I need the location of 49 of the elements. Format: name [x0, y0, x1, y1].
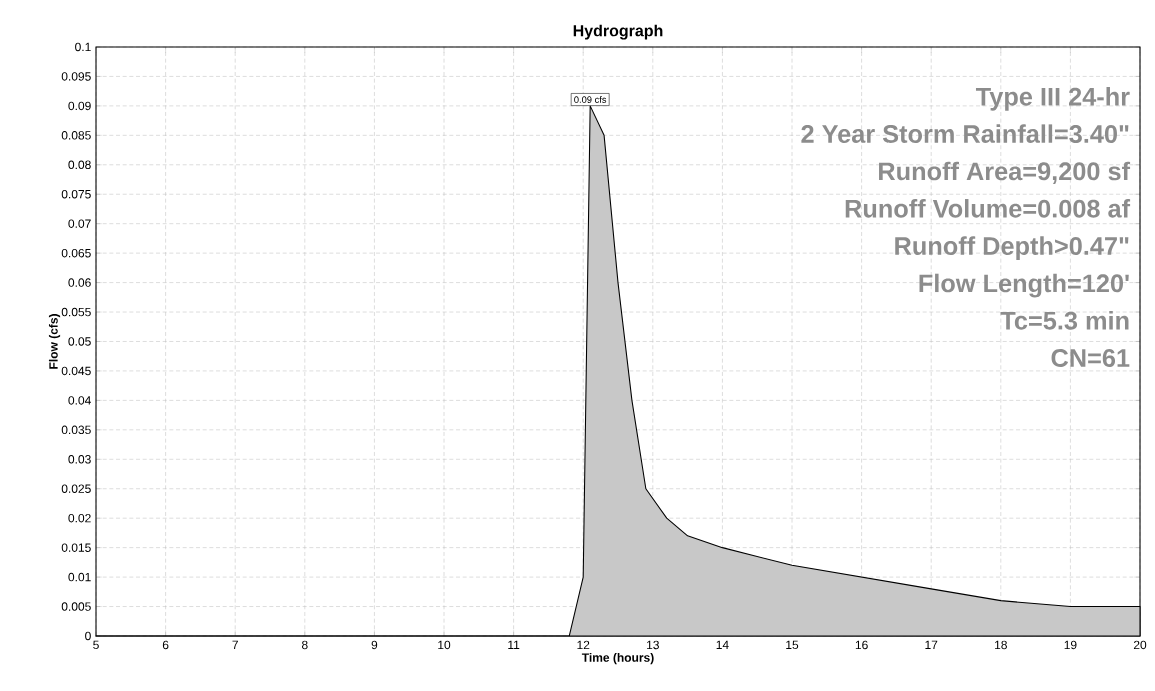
y-tick-label: 0.005: [61, 602, 91, 611]
x-tick-label: 13: [647, 640, 659, 650]
x-tick-label: 17: [925, 640, 938, 649]
annotation: Type III 24-hr: [975, 87, 1130, 111]
y-tick-label: 0.05: [68, 337, 91, 346]
x-tick-label: 19: [1064, 640, 1077, 650]
y-tick-label: 0.075: [61, 189, 91, 199]
annotation: 2 Year Storm Rainfall=3.40": [801, 124, 1129, 144]
y-tick-label: 0.09: [68, 101, 91, 111]
y-tick-label: 0.01: [68, 572, 91, 582]
y-tick-label: 0.035: [61, 425, 91, 435]
x-tick-label: 10: [438, 640, 451, 650]
y-tick-label: 0: [85, 631, 91, 641]
x-tick-label: 11: [508, 640, 520, 649]
y-tick-label: 0.015: [61, 543, 91, 552]
y-tick-label: 0.08: [68, 160, 91, 170]
y-axis-title: Flow (cfs): [48, 314, 61, 369]
y-tick-label: 0.085: [61, 131, 91, 140]
y-tick-label: 0.055: [61, 307, 91, 317]
chart-title: Hydrograph: [573, 24, 663, 40]
x-tick-label: 20: [1133, 640, 1147, 650]
x-axis-title: Time (hours): [581, 653, 654, 665]
annotation: Tc=5.3 min: [1000, 311, 1129, 330]
annotation: CN=61: [1051, 349, 1130, 367]
y-tick-label: 0.03: [68, 455, 91, 464]
annotation: Runoff Volume=0.008 af: [845, 199, 1131, 218]
y-tick-label: 0.04: [68, 396, 91, 405]
x-tick-label: 16: [855, 640, 868, 650]
x-tick-label: 8: [302, 640, 308, 650]
y-tick-label: 0.1: [75, 42, 91, 52]
x-tick-label: 18: [995, 640, 1007, 650]
annotation: Flow Length=120': [919, 273, 1129, 298]
x-tick-label: 6: [162, 640, 169, 650]
y-tick-label: 0.045: [61, 366, 91, 376]
x-tick-label: 15: [786, 640, 799, 650]
y-tick-label: 0.065: [61, 248, 91, 258]
y-tick-label: 0.025: [61, 484, 91, 493]
x-tick-label: 14: [716, 640, 729, 649]
y-tick-label: 0.095: [61, 72, 91, 81]
x-tick-label: 7: [232, 640, 238, 649]
y-tick-label: 0.02: [68, 513, 91, 523]
x-tick-label: 12: [577, 640, 590, 650]
x-tick-label: 9: [371, 640, 378, 650]
annotation: Runoff Area=9,200 sf: [879, 161, 1131, 184]
y-tick-label: 0.07: [68, 219, 91, 228]
x-tick-label: 5: [93, 640, 99, 650]
y-tick-label: 0.06: [68, 278, 91, 287]
annotation: Runoff Depth>0.47": [895, 236, 1129, 260]
annotation: 0.09 cfs: [574, 96, 607, 103]
